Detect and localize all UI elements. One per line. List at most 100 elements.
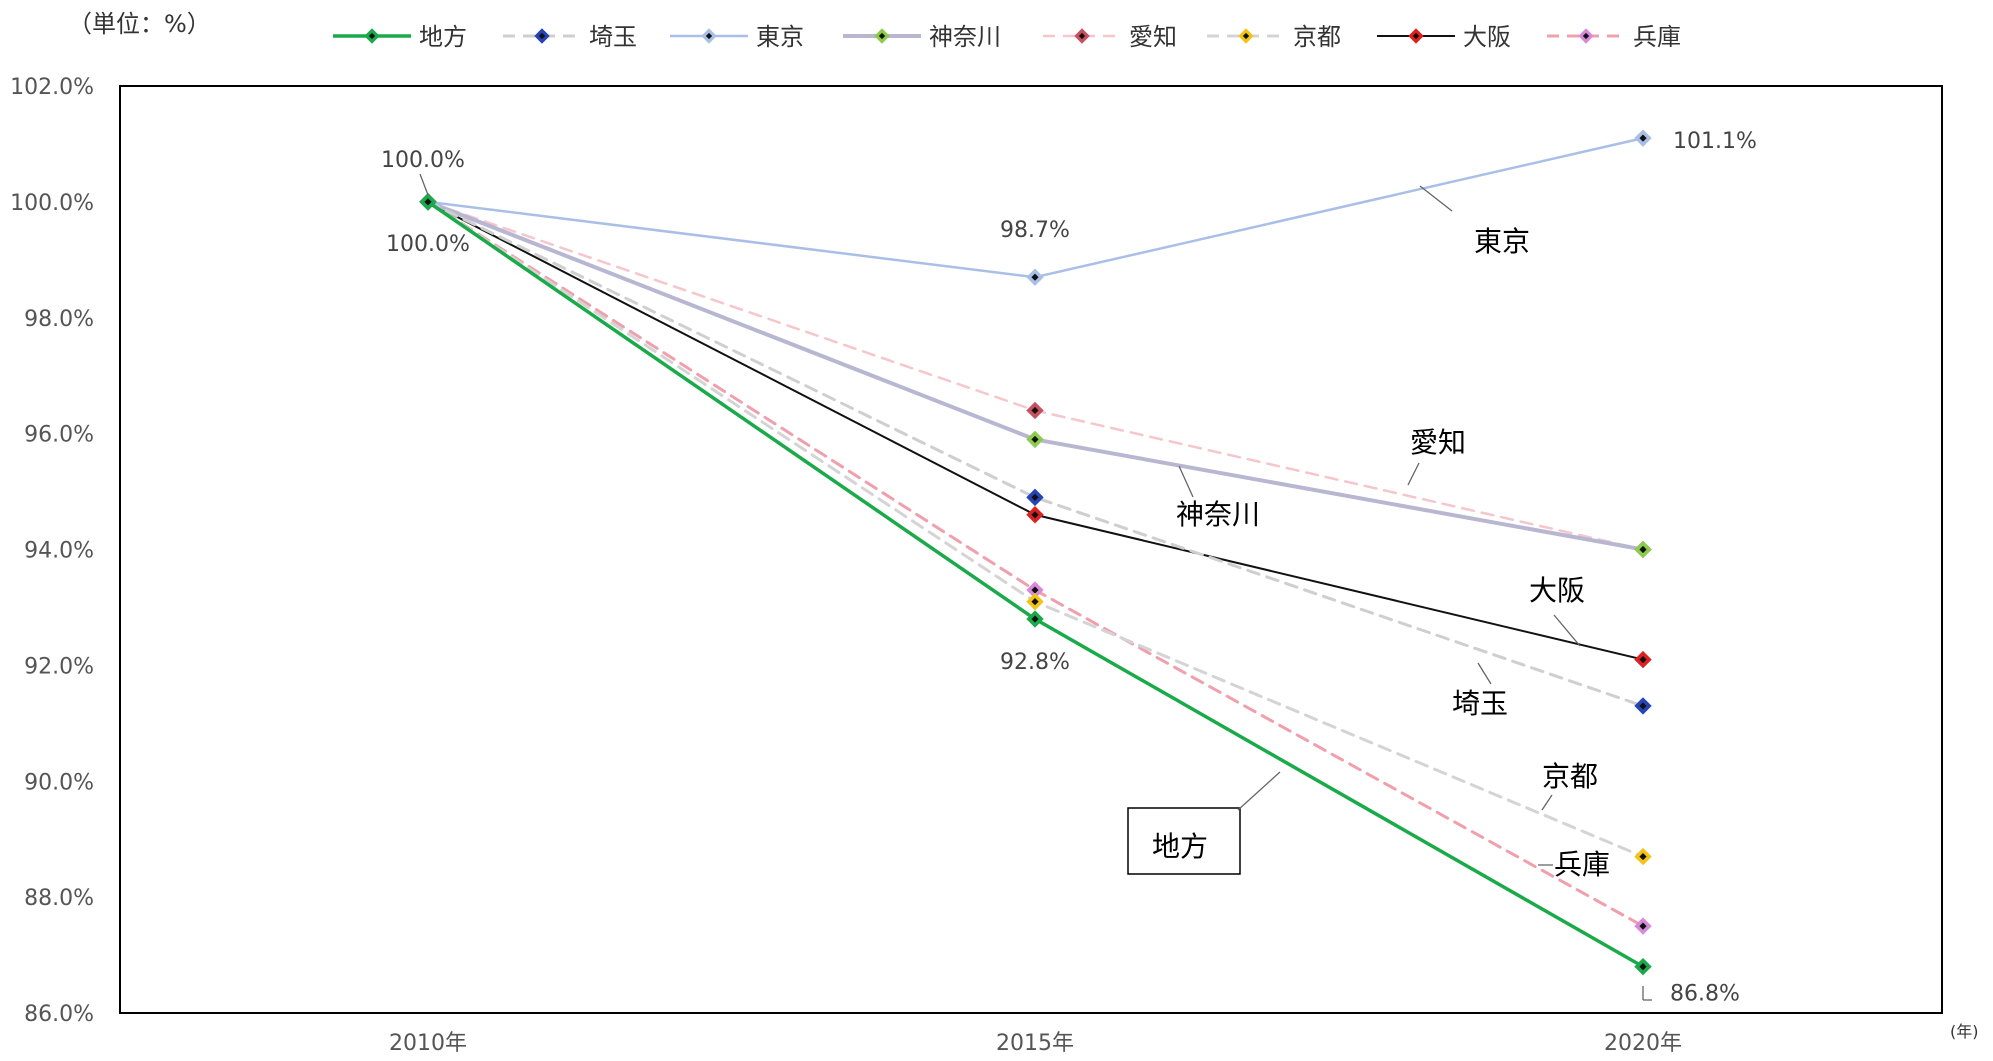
legend-item-京都: 京都: [1207, 23, 1341, 51]
series-line-東京: [426, 136, 1645, 279]
legend-item-地方: 地方: [333, 23, 467, 51]
point-marker-core: [1031, 435, 1039, 444]
x-unit-label: (年): [1950, 1022, 1979, 1041]
data-point-愛知-1: [1026, 401, 1044, 420]
series-callout-兵庫: 兵庫: [1554, 848, 1610, 881]
point-marker-core: [1078, 32, 1086, 40]
legend-item-兵庫: 兵庫: [1547, 23, 1681, 51]
x-tick-label: 2020年: [1604, 1031, 1682, 1056]
y-tick-label: 88.0%: [24, 886, 94, 911]
plot-frame: [119, 85, 1943, 1014]
point-marker-core: [538, 32, 546, 40]
callout-leader-愛知: [1407, 462, 1420, 486]
data-point-京都-2: [1634, 847, 1652, 866]
legend-item-愛知: 愛知: [1043, 23, 1177, 51]
data-label-leader: [419, 173, 429, 196]
point-marker-core: [424, 198, 432, 206]
callout-box-地方: [1127, 807, 1241, 875]
point-marker-core: [878, 32, 886, 40]
series-callout-大阪: 大阪: [1529, 574, 1585, 607]
callout-leader-大阪: [1553, 614, 1581, 647]
y-tick-label: 94.0%: [24, 539, 94, 564]
point-marker-core: [1412, 32, 1420, 40]
data-point-埼玉-1: [1026, 488, 1044, 507]
legend-item-東京: 東京: [670, 23, 804, 51]
x-tick-label: 2015年: [996, 1031, 1074, 1056]
legend-label: 兵庫: [1633, 23, 1681, 51]
data-label: 100.0%: [381, 148, 465, 173]
series-line-京都: [426, 200, 1645, 859]
point-marker-core: [1031, 586, 1039, 594]
y-tick-label: 92.0%: [24, 654, 94, 679]
data-label: 101.1%: [1673, 129, 1757, 154]
series-callout-地方: 地方: [1152, 830, 1208, 863]
point-marker-core: [1639, 963, 1647, 971]
legend-label: 東京: [756, 23, 804, 51]
data-point-兵庫-2: [1634, 917, 1652, 935]
data-point-京都-legend: [1238, 28, 1254, 44]
point-marker-core: [368, 32, 376, 40]
y-tick-label: 90.0%: [24, 770, 94, 795]
point-marker-core: [1639, 702, 1647, 710]
point-marker-core: [1242, 32, 1250, 40]
point-marker-core: [705, 32, 713, 40]
series-callout-神奈川: 神奈川: [1176, 498, 1260, 531]
series-callout-埼玉: 埼玉: [1452, 687, 1508, 720]
legend-item-大阪: 大阪: [1377, 23, 1511, 51]
data-point-神奈川-2: [1634, 540, 1652, 559]
point-marker-core: [1031, 273, 1039, 281]
x-tick-label: 2010年: [389, 1031, 467, 1056]
y-tick-label: 98.0%: [24, 307, 94, 332]
data-point-大阪-2: [1634, 650, 1652, 669]
data-label: 100.0%: [386, 232, 470, 257]
legend-label: 埼玉: [589, 23, 637, 51]
callout-leader-神奈川: [1178, 465, 1194, 498]
legend: 地方 埼玉 東京 神奈川 愛知 京都 大阪 兵庫: [333, 23, 1681, 51]
legend-label: 愛知: [1129, 23, 1177, 51]
legend-label: 京都: [1293, 23, 1341, 51]
data-point-埼玉-2: [1634, 697, 1652, 715]
y-tick-label: 96.0%: [24, 423, 94, 448]
data-point-地方-1: [1026, 610, 1044, 628]
legend-item-埼玉: 埼玉: [503, 23, 637, 51]
data-point-埼玉-legend: [534, 28, 550, 44]
legend-label: 地方: [419, 23, 467, 51]
data-point-地方-legend: [364, 28, 380, 44]
y-tick-label: 100.0%: [10, 191, 94, 216]
data-point-東京-1: [1026, 268, 1044, 286]
series-callout-京都: 京都: [1542, 760, 1598, 793]
point-marker-core: [1639, 852, 1647, 861]
data-point-京都-1: [1026, 592, 1044, 611]
point-marker-core: [1639, 922, 1647, 930]
legend-label: 神奈川: [929, 23, 1001, 51]
series-callout-愛知: 愛知: [1410, 426, 1466, 459]
y-unit-label: （単位：%）: [68, 10, 211, 38]
callout-leader-地方: [1237, 771, 1281, 811]
plot-area: 86.0% 88.0% 90.0% 92.0% 94.0% 96.0% 98.0% 100.0…: [10, 75, 1943, 1056]
point-marker-core: [1031, 598, 1039, 606]
point-marker-core: [1639, 545, 1647, 554]
point-marker-core: [1031, 615, 1039, 623]
point-marker-core: [1639, 655, 1647, 664]
data-point-大阪-1: [1026, 506, 1044, 524]
callout-leader-埼玉: [1477, 662, 1492, 685]
point-marker-core: [1639, 134, 1647, 142]
data-label: 92.8%: [1000, 650, 1070, 675]
data-point-神奈川-legend: [874, 28, 890, 44]
data-point-地方-0: [419, 193, 437, 211]
series-line-兵庫: [426, 200, 1645, 928]
data-point-愛知-legend: [1074, 28, 1090, 44]
data-point-兵庫-legend: [1578, 28, 1594, 44]
series-callout-東京: 東京: [1474, 225, 1530, 258]
point-marker-core: [1582, 32, 1590, 40]
callout-leader-東京: [1419, 185, 1453, 212]
y-tick-label: 102.0%: [10, 75, 94, 100]
data-label: 86.8%: [1670, 982, 1740, 1007]
legend-label: 大阪: [1463, 23, 1511, 51]
data-point-東京-legend: [701, 28, 717, 44]
callout-leader-京都: [1541, 794, 1553, 811]
data-point-地方-2: [1634, 957, 1652, 976]
point-marker-core: [1031, 511, 1039, 519]
data-label: 98.7%: [1000, 218, 1070, 243]
